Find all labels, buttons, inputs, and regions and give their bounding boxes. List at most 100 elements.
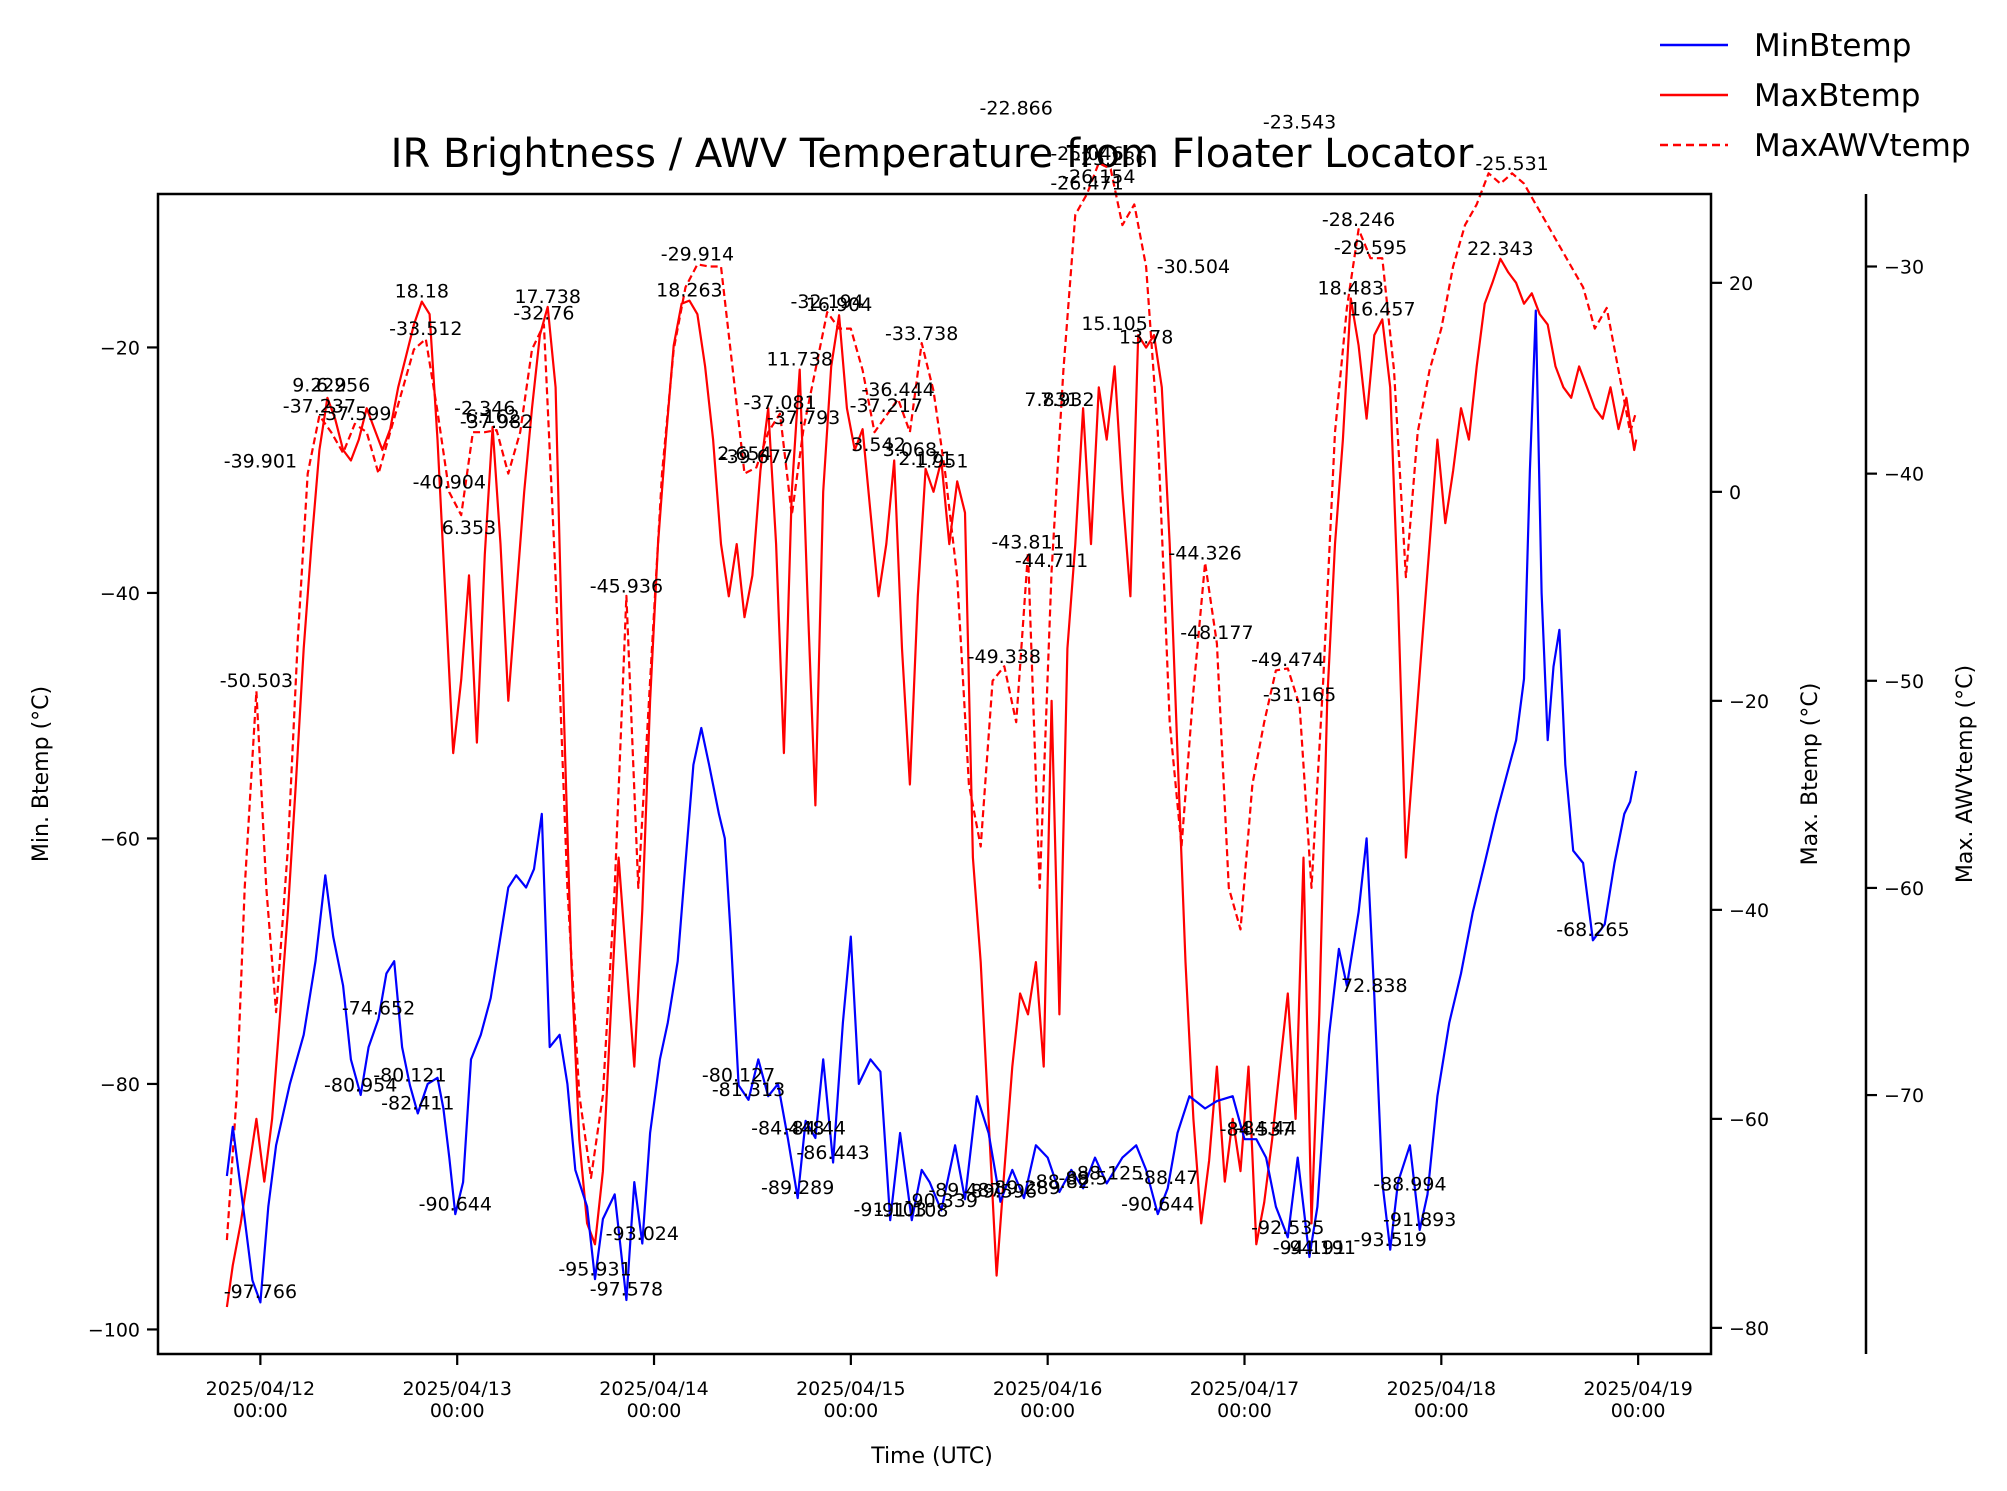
right-axis-tick-label: 0 [1729,482,1741,504]
data-label-maxawvtemp: -29.595 [1334,237,1407,259]
x-tick-label-date: 2025/04/12 [206,1378,316,1400]
data-label-maxawvtemp: -31.165 [1263,684,1336,706]
x-tick-label-time: 00:00 [430,1400,485,1422]
data-label-minbtemp: -89.289 [761,1177,834,1199]
left-axis-tick-label: −60 [100,828,140,850]
data-label-minbtemp: -89.487 [928,1179,1001,1201]
data-label-minbtemp: -81.313 [712,1079,785,1101]
data-label-maxbtemp: 2.171 [898,448,952,470]
plot-series [225,161,1638,1308]
data-label-minbtemp: -84.537 [1220,1119,1293,1141]
series-line-minbtemp [225,309,1638,1304]
x-tick-label-time: 00:00 [1611,1400,1666,1422]
plot-frame [156,192,1713,1356]
right2-axis-tick-label: −50 [1884,671,1924,693]
x-tick-label-date: 2025/04/19 [1583,1378,1693,1400]
data-label-maxbtemp: 9.229 [292,375,346,397]
data-label-maxbtemp: 3.542 [851,434,905,456]
left-axis-label: Min. Btemp (°C) [29,686,54,862]
data-label-minbtemp: 72.838 [1341,975,1407,997]
data-label-minbtemp: -88.5 [1059,1167,1108,1189]
x-tick-label-time: 00:00 [627,1400,682,1422]
data-label-minbtemp: -91.108 [875,1199,948,1221]
data-label-maxawvtemp: -29.914 [661,244,734,266]
annotations: -97.766 -74.652 -80.954-80.121 -82.411 -90.6… [220,98,1630,1303]
left-axis-tick-label: −100 [88,1319,140,1341]
data-label-minbtemp: -97.578 [590,1279,663,1301]
data-label-maxbtemp: 18.18 [395,281,449,303]
right-axis-tick-label: −80 [1729,1318,1769,1340]
x-tick-label-date: 2025/04/14 [599,1378,709,1400]
data-label-maxawvtemp: -22.866 [980,98,1053,120]
data-label-maxawvtemp: -45.936 [590,576,663,598]
left-axis-tick-label: −20 [100,337,140,359]
right2-axis-tick-label: −30 [1884,257,1924,279]
x-tick-label-time: 00:00 [233,1400,288,1422]
data-label-maxawvtemp: -49.338 [968,646,1041,668]
x-tick-label-time: 00:00 [1020,1400,1075,1422]
data-label-maxawvtemp: -33.738 [885,323,958,345]
chart-title: IR Brightness / AWV Temperature from Flo… [391,131,1474,177]
legend: MinBtemp MaxBtemp MaxAWVtemp [1660,28,1971,164]
series-line-maxbtemp [225,257,1638,1308]
data-label-maxawvtemp: -37.982 [460,411,533,433]
data-label-maxbtemp: 15.105 [1081,313,1147,335]
data-label-maxawvtemp: -36.444 [861,379,934,401]
data-label-maxbtemp: 1.951 [914,451,968,473]
x-tick-label-date: 2025/04/17 [1190,1378,1300,1400]
data-label-maxawvtemp: -50.503 [220,670,293,692]
data-label-minbtemp: -84.44 [785,1117,846,1139]
data-label-minbtemp: -90.339 [905,1190,978,1212]
data-label-minbtemp: -88.47 [1137,1167,1198,1189]
data-label-maxawvtemp: -39.677 [720,446,793,468]
data-label-maxbtemp: 17.738 [514,286,580,308]
x-tick-label-time: 00:00 [823,1400,878,1422]
right-axis-tick-label: −60 [1729,1109,1769,1131]
data-label-minbtemp: -97.766 [224,1281,297,1303]
data-label-maxawvtemp: -44.711 [1015,550,1088,572]
data-label-minbtemp: -88.82 [1029,1171,1090,1193]
data-label-minbtemp: -92.535 [1251,1217,1324,1239]
data-label-maxawvtemp: -25.531 [1475,153,1548,175]
data-label-maxawvtemp: -43.811 [991,532,1064,554]
data-label-minbtemp: -82.411 [381,1093,454,1115]
data-label-maxawvtemp: -48.177 [1180,622,1253,644]
data-label-minbtemp: -91.103 [854,1199,927,1221]
data-label-maxbtemp: 16.904 [806,294,872,316]
data-label-maxbtemp: 13.78 [1119,327,1173,349]
x-tick-label-date: 2025/04/18 [1387,1378,1497,1400]
data-label-maxbtemp: 18.483 [1318,278,1384,300]
x-axis-label: Time (UTC) [870,1444,993,1469]
data-label-minbtemp: -84.44 [1235,1117,1296,1139]
left-axis-tick-label: −80 [100,1074,140,1096]
data-label-maxawvtemp: -39.901 [224,451,297,473]
data-label-maxawvtemp: -23.543 [1263,112,1336,134]
data-label-maxbtemp: 11.738 [766,349,832,371]
right2-axis-label: Max. AWVtemp (°C) [1953,665,1978,883]
data-label-minbtemp: -90.644 [419,1194,492,1216]
data-label-maxbtemp: 6.256 [316,375,370,397]
left-axis-tick-label: −40 [100,583,140,605]
data-label-minbtemp: -80.121 [373,1064,446,1086]
x-tick-label-date: 2025/04/16 [993,1378,1103,1400]
x-tick-label-date: 2025/04/15 [796,1378,906,1400]
data-label-minbtemp: -95.931 [558,1259,631,1281]
data-label-maxbtemp: 6.353 [442,517,496,539]
data-label-maxawvtemp: -32.76 [513,303,574,325]
data-label-minbtemp: -80.954 [324,1075,397,1097]
left-axis-ticks: −100 −80 −60 −40 −20 [88,337,158,1341]
data-label-maxawvtemp: -37.599 [318,403,391,425]
x-tick-label-time: 00:00 [1414,1400,1469,1422]
right2-axis-tick-label: −60 [1884,878,1924,900]
data-label-minbtemp: -94.191 [1283,1237,1356,1259]
right2-axis-ticks: −70 −60 −50 −40 −30 [1866,257,1924,1107]
data-label-minbtemp: -86.443 [796,1142,869,1164]
data-label-minbtemp: -74.652 [342,997,415,1019]
x-tick-label-time: 00:00 [1217,1400,1272,1422]
right-axis-tick-label: −40 [1729,900,1769,922]
data-label-maxawvtemp: -37.081 [743,392,816,414]
data-label-maxbtemp: 3.068 [883,439,937,461]
data-label-minbtemp: -88.994 [1373,1173,1446,1195]
data-label-maxawvtemp: -32.194 [791,291,864,313]
